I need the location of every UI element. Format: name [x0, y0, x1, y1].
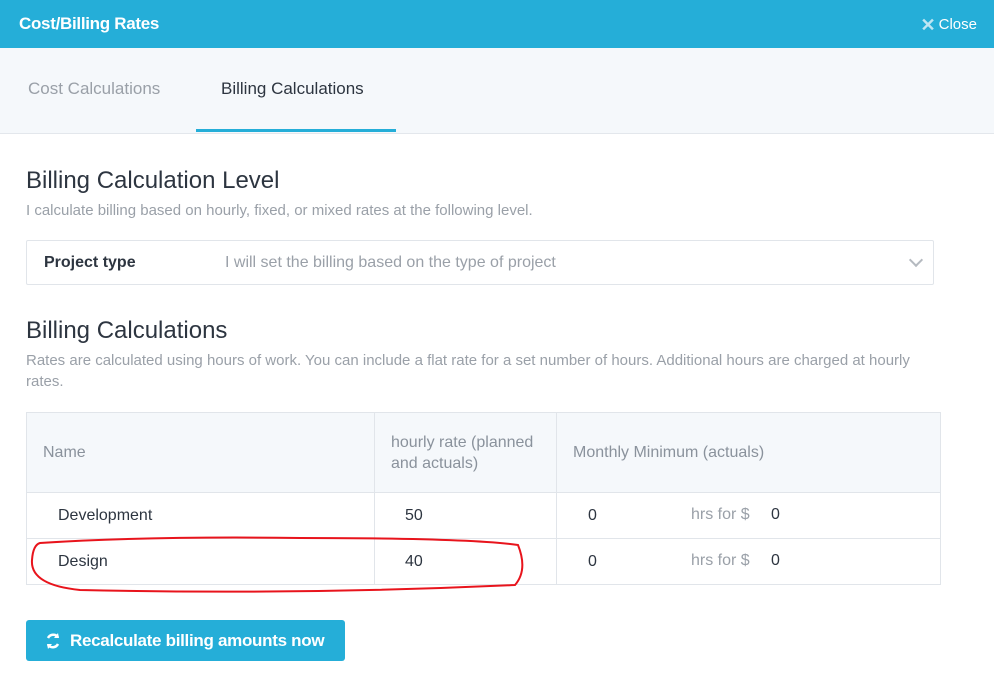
close-label: Close	[938, 16, 977, 33]
rate-input[interactable]: 50	[374, 492, 557, 539]
recalculate-label: Recalculate billing amounts now	[70, 630, 325, 650]
tab-billing-calculations[interactable]: Billing Calculations	[221, 79, 364, 98]
row-name: Development	[26, 492, 375, 539]
hrs-label: hrs for $	[691, 506, 750, 523]
amount-input[interactable]: 0	[771, 506, 780, 523]
hours-input[interactable]: 0	[588, 506, 597, 524]
recalculate-button[interactable]: Recalculate billing amounts now	[26, 620, 345, 661]
modal-header: Cost/Billing Rates ✕ Close	[0, 0, 994, 48]
col-monthly-minimum: Monthly Minimum (actuals)	[556, 412, 941, 493]
col-hourly-rate: hourly rate (planned and actuals)	[374, 412, 557, 493]
refresh-icon	[46, 632, 60, 649]
hours-input[interactable]: 0	[588, 552, 597, 570]
calc-description: Rates are calculated using hours of work…	[26, 352, 910, 390]
row-name: Design	[26, 538, 375, 585]
tab-cost-calculations[interactable]: Cost Calculations	[28, 79, 161, 98]
project-type-select[interactable]: Project type I will set the billing base…	[26, 240, 934, 285]
chevron-down-icon	[908, 252, 924, 268]
level-description: I calculate billing based on hourly, fix…	[26, 202, 533, 219]
amount-input[interactable]: 0	[771, 552, 780, 569]
active-tab-indicator	[196, 129, 396, 132]
close-button[interactable]: ✕ Close	[920, 14, 977, 35]
select-label: Project type	[44, 254, 136, 271]
rates-table: Name hourly rate (planned and actuals) M…	[26, 412, 941, 585]
rate-input[interactable]: 40	[374, 538, 557, 585]
table-row: Development 50 0 hrs for $ 0	[26, 492, 941, 539]
tab-bar: Cost Calculations Billing Calculations	[0, 48, 994, 134]
col-name: Name	[26, 412, 375, 493]
calc-title: Billing Calculations	[26, 317, 228, 344]
table-row: Design 40 0 hrs for $ 0	[26, 538, 941, 585]
hrs-label: hrs for $	[691, 552, 750, 569]
level-title: Billing Calculation Level	[26, 167, 280, 194]
close-icon: ✕	[920, 14, 936, 35]
select-value: I will set the billing based on the type…	[225, 254, 556, 271]
modal-title: Cost/Billing Rates	[19, 14, 160, 33]
